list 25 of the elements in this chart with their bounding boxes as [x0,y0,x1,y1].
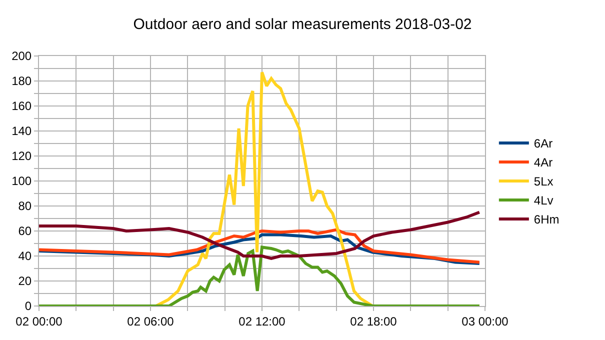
y-tick-label: 40 [18,249,32,264]
y-tick-label: 140 [12,124,32,138]
legend-label: 4Ar [534,156,553,170]
x-tick-label: 02 06:00 [127,314,174,328]
legend-label: 5Lx [534,174,554,189]
y-tick-label: 20 [18,274,32,288]
y-tick-label: 160 [12,99,32,114]
legend-label: 6Ar [534,136,553,151]
y-tick-label: 80 [18,199,32,214]
y-tick-label: 0 [24,299,32,314]
x-tick-label: 02 00:00 [16,314,63,328]
line-series [39,210,481,260]
line-series [39,246,481,306]
legend-label: 6Hm [534,212,560,227]
x-tick-label: 02 12:00 [238,314,286,328]
x-tick-label: 02 18:00 [350,314,398,328]
legend-label: 4Lv [534,194,554,208]
y-tick-label: 120 [12,149,32,164]
y-tick-label: 180 [12,74,32,88]
y-tick-label: 100 [12,174,32,188]
chart-title: Outdoor aero and solar measurements 2018-03-02 [133,16,472,34]
y-tick-label: 60 [18,224,32,238]
x-tick-label: 03 00:00 [462,314,509,328]
y-tick-label: 200 [12,49,32,64]
line-series [39,228,481,264]
